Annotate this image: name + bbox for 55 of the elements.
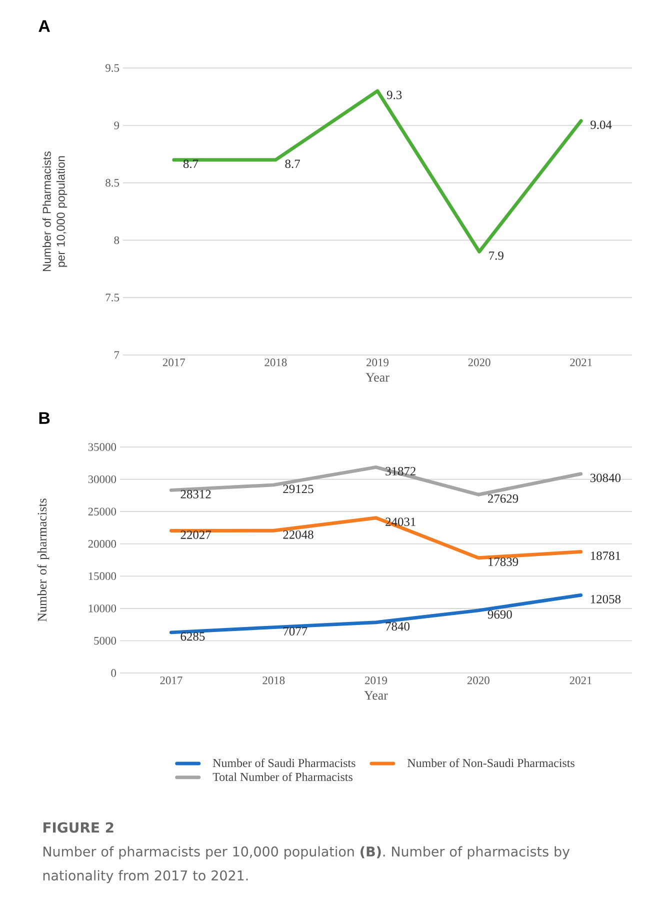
x-tick-label: 2019 xyxy=(366,358,388,366)
data-label: 7.9 xyxy=(489,251,504,260)
text: Number of pharmacists per 10,000 population (B). Number of pharmacists by nationality from 2017 to 2021. xyxy=(43,846,570,884)
data-label: 9.04 xyxy=(590,120,612,130)
legend-label: Number of Saudi Pharmacists xyxy=(212,758,356,768)
y-tick-label: 10000 xyxy=(88,604,116,612)
data-label: 7077 xyxy=(283,627,308,636)
y-tick-label: 7 xyxy=(114,351,120,359)
x-tick-label: 2018 xyxy=(264,358,287,366)
y-tick-label: 35000 xyxy=(88,443,116,451)
y-tick-label: 30000 xyxy=(88,475,116,484)
x-tick-label: 2021 xyxy=(570,358,592,366)
y-tick-label: 5000 xyxy=(94,636,116,645)
y-tick-label: 7.5 xyxy=(106,294,120,302)
x-tick-label: 2018 xyxy=(262,676,285,684)
data-label: 8.7 xyxy=(285,160,300,168)
y-tick-label: 0 xyxy=(111,669,116,677)
legend-label: Number of Non-Saudi Pharmacists xyxy=(408,758,574,768)
caption: FIGURE 2 xyxy=(43,822,114,833)
y-tick-label: 9 xyxy=(114,122,119,130)
data-label: 6285 xyxy=(180,632,205,641)
y-tick-label: 25000 xyxy=(88,508,116,516)
y-axis-title: Number of Pharmacists per 10,000 population xyxy=(42,151,68,272)
x-tick-label: 2020 xyxy=(467,676,490,684)
y-tick-label: 20000 xyxy=(88,540,116,548)
chart-title: B xyxy=(39,412,50,424)
x-axis-title: Year xyxy=(366,373,390,382)
y-tick-label: 9.5 xyxy=(106,64,120,72)
data-label: 9690 xyxy=(488,610,512,619)
legend-label: Total Number of Pharmacists xyxy=(212,772,352,781)
data-label: 27629 xyxy=(488,494,518,503)
y-tick-label: 8.5 xyxy=(106,178,120,187)
data-label: 8.7 xyxy=(183,160,198,168)
x-tick-label: 2021 xyxy=(570,676,592,684)
data-label: 7840 xyxy=(386,622,410,631)
x-tick-label: 2020 xyxy=(468,358,490,366)
data-label: 17839 xyxy=(488,558,518,566)
data-label: 29125 xyxy=(283,484,314,494)
data-label: 12058 xyxy=(590,594,621,604)
x-tick-label: 2017 xyxy=(160,676,182,684)
data-label: 9.3 xyxy=(386,90,402,100)
x-tick-label: 2017 xyxy=(162,358,186,366)
x-axis-title: Year xyxy=(364,691,388,700)
y-axis-title: Number of pharmacists xyxy=(37,498,50,622)
chart-title: A xyxy=(38,20,50,32)
line-series xyxy=(172,89,583,254)
x-tick-label: 2019 xyxy=(365,676,387,684)
data-label: 30840 xyxy=(590,474,621,482)
data-label: 18781 xyxy=(590,552,620,560)
data-label: 22027 xyxy=(180,530,212,539)
y-tick-label: 8 xyxy=(114,236,120,244)
y-tick-label: 15000 xyxy=(88,572,116,580)
data-label: 31872 xyxy=(386,467,416,476)
data-label: 28312 xyxy=(180,490,211,498)
data-label: 22048 xyxy=(283,530,314,539)
